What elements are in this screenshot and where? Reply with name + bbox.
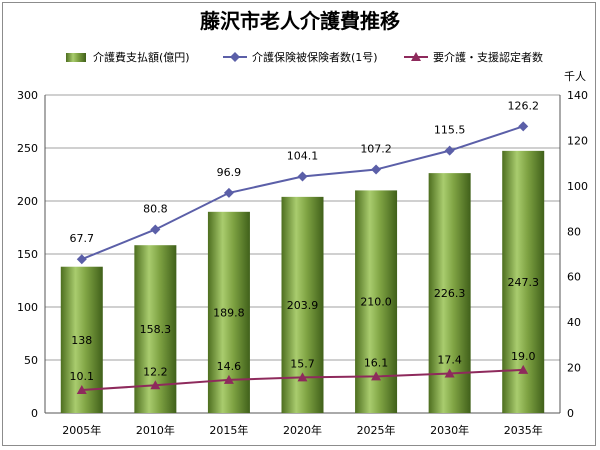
- line-data-label: 16.1: [364, 356, 389, 369]
- y-left-tick-label: 200: [17, 195, 38, 208]
- line-data-label: 15.7: [290, 357, 315, 370]
- diamond-point: [444, 145, 455, 156]
- legend-label: 介護保険被保険者数(1号): [252, 50, 378, 64]
- triangle-point: [297, 372, 308, 382]
- y-right-tick-label: 80: [567, 225, 581, 238]
- x-tick-label: 2005年: [62, 423, 101, 437]
- line-data-label: 126.2: [507, 99, 539, 112]
- diamond-point: [371, 164, 382, 175]
- line-data-label: 104.1: [287, 150, 319, 163]
- triangle-point: [371, 371, 382, 381]
- y-right-tick-label: 40: [567, 316, 581, 329]
- line-data-label: 19.0: [511, 350, 536, 363]
- x-tick-label: 2025年: [357, 423, 396, 437]
- x-tick-label: 2030年: [430, 423, 469, 437]
- x-tick-label: 2015年: [209, 423, 248, 437]
- y-left-tick-label: 300: [17, 89, 38, 102]
- y-left-tick-label: 150: [17, 248, 38, 261]
- bar-data-label: 189.8: [213, 306, 245, 319]
- y-right-unit: 千人: [564, 70, 586, 83]
- x-tick-label: 2035年: [504, 423, 543, 437]
- bar-data-label: 203.9: [287, 299, 319, 312]
- legend-label: 介護費支払額(億円): [93, 50, 190, 64]
- triangle-point: [444, 368, 455, 378]
- legend-diamond-marker: [230, 52, 240, 62]
- y-right-tick-label: 100: [567, 180, 588, 193]
- legend: 介護費支払額(億円) 介護保険被保険者数(1号) 要介護・支援認定者数: [66, 50, 543, 64]
- bar-data-label: 138: [71, 334, 92, 347]
- y-right-tick-label: 60: [567, 271, 581, 284]
- x-tick-label: 2020年: [283, 423, 322, 437]
- bar-data-label: 247.3: [507, 276, 539, 289]
- bar-data-label: 226.3: [434, 287, 466, 300]
- line-data-label: 17.4: [437, 353, 462, 366]
- bar-data-label: 210.0: [360, 296, 392, 309]
- line-data-label: 107.2: [360, 143, 392, 156]
- y-left-tick-label: 0: [31, 407, 38, 420]
- diamond-point: [518, 121, 529, 132]
- line-data-label: 12.2: [143, 365, 168, 378]
- triangle-point: [223, 374, 234, 384]
- y-left-tick-label: 100: [17, 301, 38, 314]
- diamond-point: [223, 187, 234, 198]
- triangle-point: [150, 380, 161, 390]
- y-right-tick-label: 120: [567, 134, 588, 147]
- line-data-label: 80.8: [143, 202, 168, 215]
- x-tick-label: 2010年: [136, 423, 175, 437]
- line-data-label: 67.7: [70, 232, 95, 245]
- line-data-label: 14.6: [217, 360, 242, 373]
- y-right-tick-label: 140: [567, 89, 588, 102]
- chart-title: 藤沢市老人介護費推移: [199, 9, 400, 33]
- line-data-label: 96.9: [217, 166, 242, 179]
- plot-area: 0 50 100 150 200 250 300 0 20 40 60 80 100 120 140 千人 13…: [17, 70, 588, 437]
- y-left-tick-label: 250: [17, 142, 38, 155]
- diamond-point: [150, 224, 161, 235]
- line-data-label: 115.5: [434, 124, 466, 137]
- legend-bar-swatch: [66, 53, 86, 62]
- line-data-label: 10.1: [70, 370, 95, 383]
- bar-data-label: 158.3: [140, 323, 172, 336]
- diamond-point: [297, 171, 308, 182]
- y-right-tick-label: 20: [567, 362, 581, 375]
- triangle-point: [518, 364, 529, 374]
- diamond-point: [76, 254, 87, 265]
- triangle-point: [76, 385, 87, 395]
- y-right-tick-label: 0: [567, 407, 574, 420]
- legend-label: 要介護・支援認定者数: [433, 50, 543, 64]
- y-left-tick-label: 50: [24, 354, 38, 367]
- legend-triangle-marker: [411, 52, 421, 61]
